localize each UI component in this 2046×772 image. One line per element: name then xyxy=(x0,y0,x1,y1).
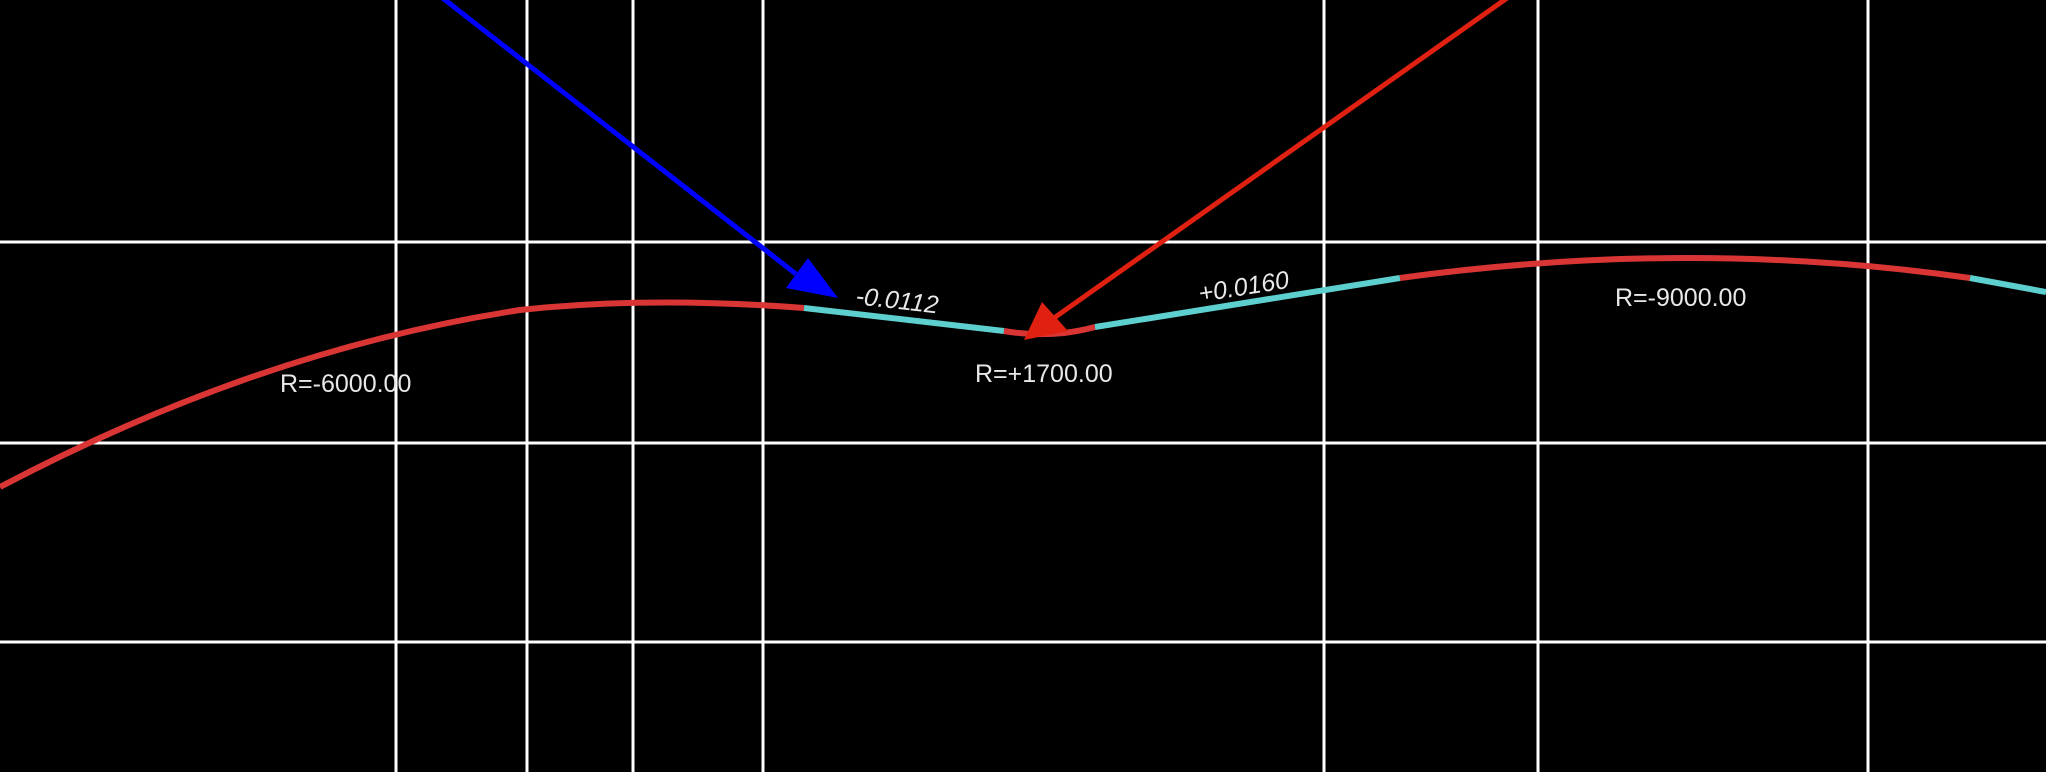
red-arrow-shaft xyxy=(1052,0,1509,321)
tangent-segment xyxy=(1969,275,2046,295)
vertical-curve-segment xyxy=(1399,255,1971,281)
blue-arrow-head xyxy=(786,258,838,298)
vertical-curve-segment xyxy=(0,299,805,490)
blue-arrow-icon xyxy=(441,0,838,298)
red-arrow-icon xyxy=(1024,0,1509,340)
profile-line xyxy=(0,255,2046,490)
vertical-curve-segment xyxy=(1003,324,1096,338)
tangent-segment xyxy=(1094,275,1401,330)
red-arrow-head xyxy=(1024,302,1068,340)
curve-radius-label: R=+1700.00 xyxy=(975,360,1113,388)
blue-arrow-shaft xyxy=(441,0,798,276)
curve-radius-label: R=-6000.00 xyxy=(280,370,411,398)
curve-radius-label: R=-9000.00 xyxy=(1615,284,1746,312)
tangent-segment xyxy=(803,305,1005,334)
